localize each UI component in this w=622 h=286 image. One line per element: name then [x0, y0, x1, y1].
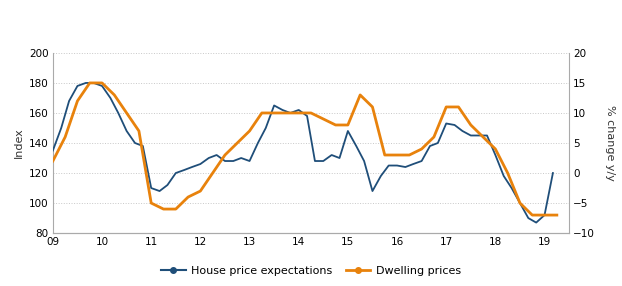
- Y-axis label: % change y/y: % change y/y: [605, 105, 615, 181]
- Y-axis label: Index: Index: [14, 128, 24, 158]
- Legend: House price expectations, Dwelling prices: House price expectations, Dwelling price…: [157, 262, 465, 281]
- Text: Expectations of house prices have improved sharply: Expectations of house prices have improv…: [95, 15, 527, 30]
